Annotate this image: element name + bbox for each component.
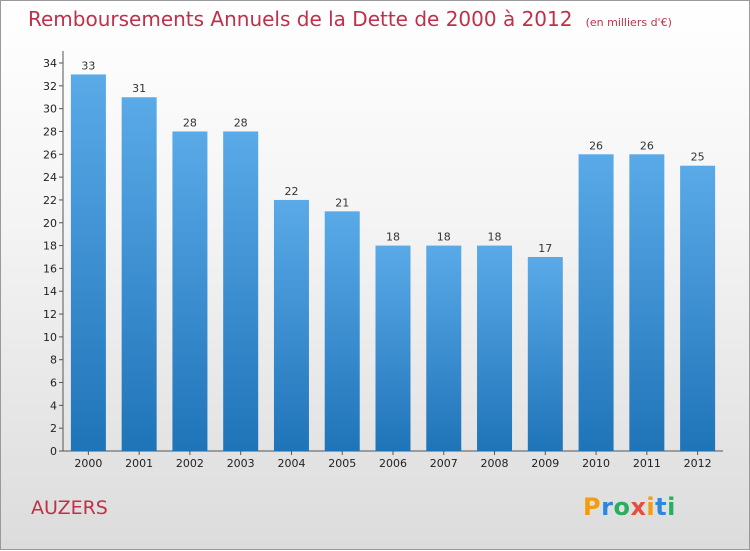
data-label-2007: 18 [437, 231, 451, 244]
bar-2009[interactable] [527, 257, 563, 451]
bars: 33 31 28 28 22 21 18 18 18 17 26 26 25 [70, 59, 716, 452]
y-tick-label: 28 [43, 125, 57, 138]
x-tick-label: 2007 [430, 457, 458, 470]
x-tick-label: 2002 [176, 457, 204, 470]
data-label-2002: 28 [183, 116, 197, 129]
y-tick-label: 14 [43, 285, 57, 298]
logo-letter: i [667, 493, 676, 521]
y-tick-label: 22 [43, 194, 57, 207]
x-tick-label: 2003 [227, 457, 255, 470]
y-tick-label: 20 [43, 217, 57, 230]
bar-2000[interactable] [70, 74, 106, 451]
data-label-2005: 21 [335, 196, 349, 209]
y-tick-label: 26 [43, 148, 57, 161]
bar-2003[interactable] [223, 131, 259, 451]
data-label-2008: 18 [488, 231, 502, 244]
y-tick-label: 2 [50, 422, 57, 435]
logo-letter: r [601, 493, 614, 521]
title-block: Remboursements Annuels de la Dette de 20… [28, 7, 672, 31]
data-label-2003: 28 [234, 116, 248, 129]
bar-2012[interactable] [680, 165, 716, 452]
data-label-2006: 18 [386, 231, 400, 244]
y-tick-label: 10 [43, 331, 57, 344]
data-label-2012: 25 [691, 151, 705, 164]
x-tick-label: 2010 [582, 457, 610, 470]
logo-letter: P [583, 493, 602, 521]
logo-letter: i [646, 493, 656, 521]
bar-2005[interactable] [324, 211, 360, 451]
data-label-2001: 31 [132, 82, 146, 95]
x-tick-label: 2008 [481, 457, 509, 470]
data-label-2004: 22 [284, 185, 298, 198]
x-tick-label: 2000 [74, 457, 102, 470]
y-tick-label: 34 [43, 57, 57, 70]
bar-2004[interactable] [273, 199, 309, 451]
x-tick-label: 2006 [379, 457, 407, 470]
logo-letter: o [613, 493, 631, 521]
x-tick-label: 2011 [633, 457, 661, 470]
y-tick-label: 30 [43, 103, 57, 116]
x-tick-label: 2005 [328, 457, 356, 470]
chart-subtitle: (en milliers d'€) [585, 16, 672, 29]
data-label-2011: 26 [640, 139, 654, 152]
y-tick-label: 6 [50, 377, 57, 390]
x-tick-label: 2004 [277, 457, 305, 470]
y-tick-label: 8 [50, 354, 57, 367]
bar-2007[interactable] [426, 245, 462, 451]
bar-2002[interactable] [172, 131, 208, 451]
data-label-2010: 26 [589, 139, 603, 152]
commune-name: AUZERS [31, 497, 108, 519]
x-tick-label: 2012 [684, 457, 712, 470]
bar-2011[interactable] [629, 154, 665, 451]
data-label-2009: 17 [538, 242, 552, 255]
bar-2006[interactable] [375, 245, 411, 451]
y-tick-label: 16 [43, 262, 57, 275]
y-tick-label: 0 [50, 445, 57, 458]
y-tick-label: 12 [43, 308, 57, 321]
logo-letter: t [655, 493, 668, 521]
x-axis-ticks: 2000 2001 2002 2003 2004 2005 2006 2007 2008 2009… [74, 451, 712, 470]
y-tick-label: 24 [43, 171, 57, 184]
x-tick-label: 2001 [125, 457, 153, 470]
y-tick-label: 32 [43, 80, 57, 93]
proxiti-logo[interactable]: Proxiti [583, 493, 676, 521]
bar-2001[interactable] [121, 97, 157, 451]
y-tick-label: 18 [43, 240, 57, 253]
bar-2010[interactable] [578, 154, 614, 451]
chart-title: Remboursements Annuels de la Dette de 20… [28, 7, 573, 31]
y-tick-label: 4 [50, 399, 57, 412]
logo-letter: x [630, 493, 647, 521]
data-label-2000: 33 [81, 59, 95, 72]
bar-2008[interactable] [477, 245, 513, 451]
x-tick-label: 2009 [531, 457, 559, 470]
